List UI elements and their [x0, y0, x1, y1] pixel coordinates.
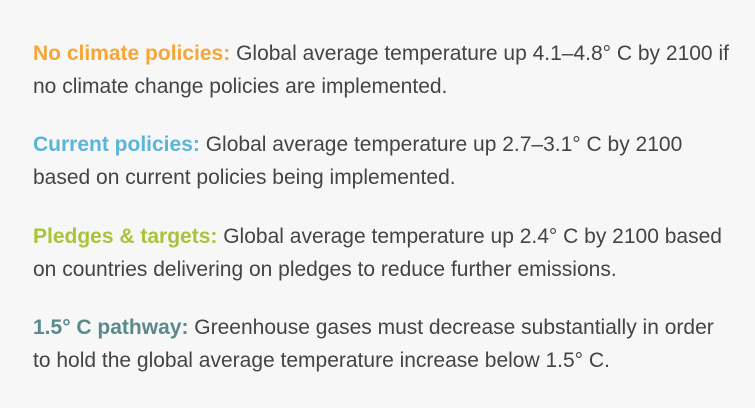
scenario-term: 1.5° C pathway: [33, 316, 189, 339]
scenario-pledges-targets: Pledges & targets: Global average temper… [33, 220, 733, 286]
scenario-description: Global average temperature up 4.1–4.8° C… [33, 42, 729, 98]
scenario-current-policies: Current policies: Global average tempera… [33, 128, 733, 194]
scenario-1-5c-pathway: 1.5° C pathway: Greenhouse gases must de… [33, 311, 733, 377]
scenario-description: Greenhouse gases must decrease substanti… [33, 316, 714, 372]
scenario-description: Global average temperature up 2.4° C by … [33, 225, 722, 281]
scenario-term: Pledges & targets: [33, 225, 218, 248]
scenario-term: No climate policies: [33, 42, 231, 65]
scenario-no-climate-policies: No climate policies: Global average temp… [33, 37, 733, 103]
scenario-description: Global average temperature up 2.7–3.1° C… [33, 133, 683, 189]
scenario-term: Current policies: [33, 133, 200, 156]
